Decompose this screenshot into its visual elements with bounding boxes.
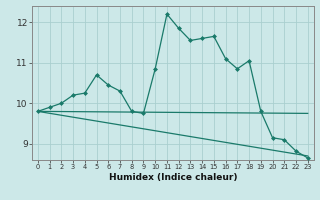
X-axis label: Humidex (Indice chaleur): Humidex (Indice chaleur) xyxy=(108,173,237,182)
